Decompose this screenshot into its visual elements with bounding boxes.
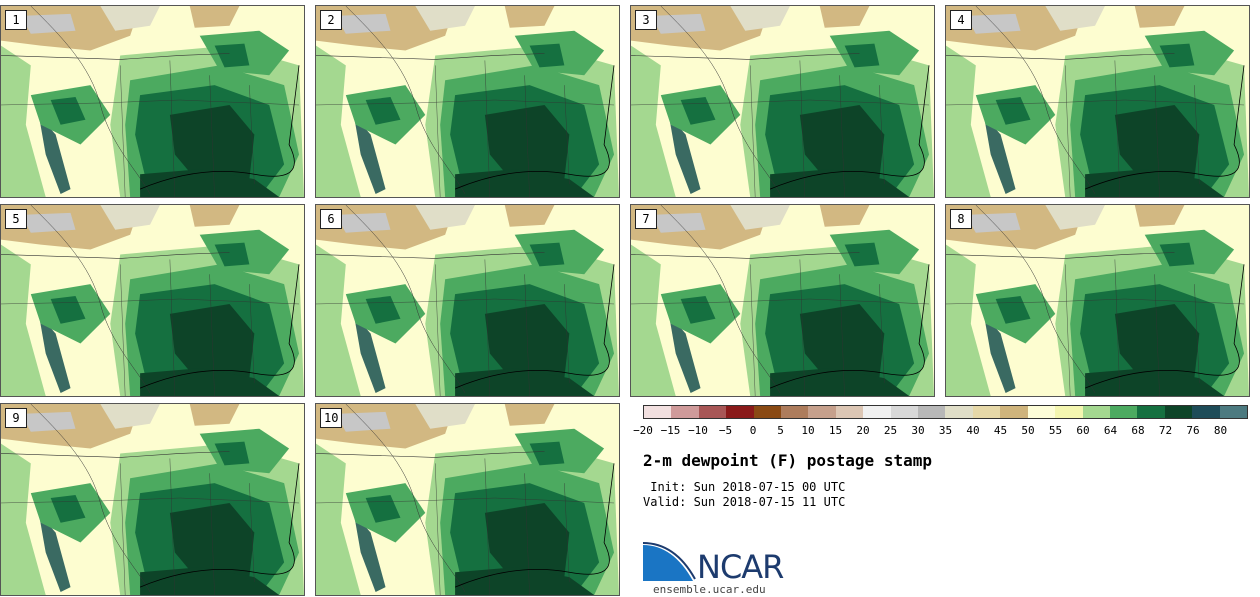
- dewpoint-map: [316, 404, 619, 595]
- colorbar-tick-label: 60: [1076, 424, 1090, 437]
- colorbar-tick-label: 72: [1158, 424, 1173, 437]
- member-number-label: 4: [950, 10, 972, 30]
- colorbar-tick-label: 30: [911, 424, 925, 437]
- postage-stamp-panel: 4: [945, 5, 1250, 198]
- colorbar-tick-label: 55: [1048, 424, 1063, 437]
- dewpoint-colorbar: [643, 405, 1248, 419]
- plot-title: 2-m dewpoint (F) postage stamp: [643, 451, 932, 470]
- dewpoint-map: [1, 6, 304, 197]
- colorbar-swatch: [890, 406, 919, 418]
- colorbar-tick-label: 0: [749, 424, 757, 437]
- colorbar-tick-label: 35: [938, 424, 953, 437]
- member-number-label: 7: [635, 209, 657, 229]
- dewpoint-map: [1, 205, 304, 396]
- colorbar-tick-label: 25: [883, 424, 898, 437]
- ncar-logo-icon: [643, 542, 696, 581]
- colorbar-tick-label: 68: [1131, 424, 1145, 437]
- colorbar-swatch: [863, 406, 891, 418]
- dewpoint-map: [631, 205, 934, 396]
- site-url: ensemble.ucar.edu: [653, 583, 766, 596]
- colorbar-swatch: [698, 406, 727, 418]
- postage-stamp-panel: 8: [945, 204, 1250, 397]
- colorbar-swatch: [1000, 406, 1028, 418]
- colorbar-swatch: [1109, 406, 1138, 418]
- postage-stamp-panel: 6: [315, 204, 620, 397]
- colorbar-tick-label: 10: [801, 424, 815, 437]
- colorbar-tick-label: −15: [660, 424, 681, 437]
- ncar-logo-text: NCAR: [697, 548, 784, 586]
- member-number-label: 3: [635, 10, 657, 30]
- colorbar-tick-label: −10: [688, 424, 708, 437]
- colorbar-swatch: [781, 406, 809, 418]
- dewpoint-map: [316, 205, 619, 396]
- colorbar-tick-label: 40: [966, 424, 980, 437]
- postage-stamp-panel: 9: [0, 403, 305, 596]
- colorbar-tick-label: −5: [718, 424, 733, 437]
- valid-time: Valid: Sun 2018-07-15 11 UTC: [643, 495, 846, 509]
- postage-stamp-panel: 10: [315, 403, 620, 596]
- member-number-label: 5: [5, 209, 27, 229]
- colorbar-tick-label: 80: [1213, 424, 1228, 437]
- member-number-label: 6: [320, 209, 342, 229]
- colorbar-swatch: [1164, 406, 1193, 418]
- colorbar-swatch: [726, 406, 754, 418]
- postage-stamp-panel: 5: [0, 204, 305, 397]
- dewpoint-map: [631, 6, 934, 197]
- colorbar-swatch: [1137, 406, 1165, 418]
- postage-stamp-panel: 3: [630, 5, 935, 198]
- init-time: Init: Sun 2018-07-15 00 UTC: [643, 480, 846, 494]
- member-number-label: 2: [320, 10, 342, 30]
- member-number-label: 10: [320, 408, 343, 428]
- colorbar-swatch: [1192, 406, 1220, 418]
- colorbar-swatch: [753, 406, 782, 418]
- colorbar-swatch: [945, 406, 973, 418]
- dewpoint-map: [1, 404, 304, 595]
- member-number-label: 8: [950, 209, 972, 229]
- member-number-label: 1: [5, 10, 27, 30]
- colorbar-tick-label: 50: [1021, 424, 1035, 437]
- colorbar-tick-label: 15: [828, 424, 843, 437]
- colorbar-tick-label: 64: [1103, 424, 1118, 437]
- postage-stamp-panel: 7: [630, 204, 935, 397]
- dewpoint-map: [946, 6, 1249, 197]
- postage-stamp-panel: 1: [0, 5, 305, 198]
- colorbar-swatch: [671, 406, 699, 418]
- colorbar-tick-label: 45: [993, 424, 1008, 437]
- colorbar-swatch: [1027, 406, 1056, 418]
- colorbar-swatch: [808, 406, 836, 418]
- postage-stamp-panel: 2: [315, 5, 620, 198]
- colorbar-tick-label: 76: [1186, 424, 1200, 437]
- colorbar-swatch: [1055, 406, 1083, 418]
- colorbar-tick-labels: −20 −15 −10 −5 0 5 10 15 20 25 30 35 40 45 50 55 60 64 68 7…: [631, 424, 1260, 438]
- colorbar-tick-label: 20: [856, 424, 870, 437]
- colorbar-tick-label: 5: [777, 424, 784, 437]
- colorbar-swatch: [972, 406, 1001, 418]
- dewpoint-map: [316, 6, 619, 197]
- colorbar-swatch: [1219, 406, 1247, 418]
- colorbar-swatch: [835, 406, 864, 418]
- member-number-label: 9: [5, 408, 27, 428]
- colorbar-tick-label: −20: [633, 424, 653, 437]
- dewpoint-map: [946, 205, 1249, 396]
- colorbar-swatch: [644, 406, 672, 418]
- colorbar-swatch: [918, 406, 946, 418]
- colorbar-swatch: [1082, 406, 1110, 418]
